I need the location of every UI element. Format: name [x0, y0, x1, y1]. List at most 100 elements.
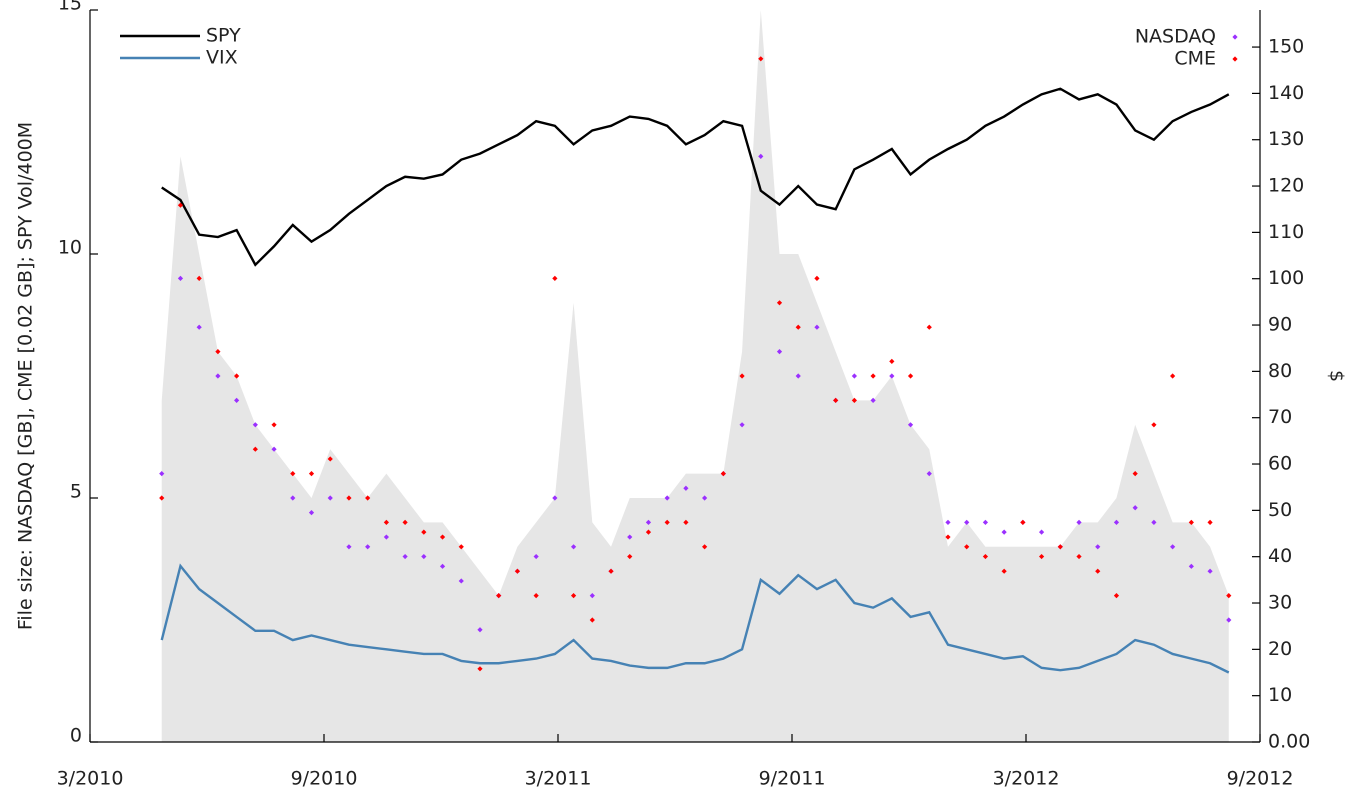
data-point	[159, 471, 165, 477]
data-point	[327, 495, 333, 501]
data-point	[252, 446, 258, 452]
data-point	[177, 202, 184, 208]
data-point	[346, 495, 352, 501]
data-point	[177, 275, 184, 281]
data-point	[870, 373, 876, 379]
data-point	[196, 324, 202, 330]
data-point	[1095, 568, 1101, 574]
data-point	[683, 485, 689, 491]
data-point	[533, 593, 539, 599]
data-point	[758, 56, 764, 62]
y2-tick-label: 70	[1268, 406, 1292, 428]
x-tick-label: 3/2010	[57, 768, 124, 790]
data-point	[926, 471, 932, 477]
y2-tick-label: 150	[1268, 36, 1304, 58]
data-point	[252, 422, 258, 428]
data-point	[889, 358, 895, 364]
data-point	[402, 553, 408, 560]
data-point	[889, 373, 895, 379]
y2-tick-label: 120	[1268, 175, 1304, 197]
data-point	[907, 422, 914, 428]
data-point	[982, 553, 989, 560]
data-point	[1113, 519, 1120, 525]
data-point	[1170, 373, 1176, 379]
y2-tick-label: 100	[1268, 267, 1304, 289]
y-tick-label: 15	[58, 0, 82, 15]
data-point	[702, 544, 708, 550]
data-point	[795, 373, 801, 379]
data-point	[1188, 519, 1194, 525]
data-point	[1020, 519, 1026, 525]
x-tick-label: 3/2011	[525, 768, 592, 790]
data-point	[533, 553, 539, 560]
data-point	[421, 553, 427, 560]
data-point	[964, 519, 970, 525]
data-point	[477, 627, 483, 633]
legend-marker	[1232, 56, 1238, 62]
data-point	[439, 534, 446, 540]
data-point	[308, 510, 315, 516]
data-point	[795, 324, 801, 330]
data-point	[1132, 471, 1138, 477]
data-point	[683, 519, 689, 525]
data-point	[926, 324, 932, 330]
data-point	[1207, 568, 1213, 574]
y-tick-label: 0	[70, 725, 82, 747]
data-point	[1038, 553, 1045, 560]
data-point	[290, 471, 296, 477]
data-point	[776, 349, 783, 355]
data-point	[1057, 544, 1063, 550]
data-point	[458, 544, 464, 550]
y2-tick-label: 140	[1268, 82, 1304, 104]
y2-tick-label: 60	[1268, 453, 1292, 475]
legend-label: SPY	[206, 25, 241, 47]
data-point	[1170, 544, 1176, 550]
legend-label: NASDAQ	[1135, 26, 1216, 48]
data-point	[514, 568, 521, 574]
data-point	[346, 544, 352, 550]
data-point	[271, 422, 277, 428]
data-point	[664, 495, 670, 501]
y2-tick-label: 50	[1268, 499, 1292, 521]
series-line	[160, 563, 1230, 674]
data-point	[1095, 544, 1101, 550]
data-point	[814, 275, 820, 281]
data-point	[402, 519, 408, 525]
y2-tick-label: 10	[1268, 684, 1292, 706]
data-point	[1207, 519, 1213, 525]
data-point	[271, 446, 277, 452]
x-tick-label: 9/2011	[759, 768, 826, 790]
data-point	[496, 593, 502, 599]
y2-tick-label: 80	[1268, 360, 1292, 382]
data-point	[215, 373, 221, 379]
y-axis-label: File size: NASDAQ [GB], CME [0.02 GB]; S…	[15, 122, 37, 630]
data-point	[1226, 593, 1232, 599]
data-point	[833, 397, 839, 403]
data-point	[627, 534, 633, 540]
data-point	[196, 275, 202, 281]
data-point	[739, 422, 745, 428]
data-point	[365, 495, 371, 501]
y2-tick-label: 110	[1268, 221, 1304, 243]
data-point	[1151, 422, 1157, 428]
data-point	[159, 495, 165, 501]
data-point	[645, 529, 652, 535]
data-point	[814, 324, 820, 330]
data-point	[1076, 553, 1082, 560]
data-point	[945, 534, 951, 540]
data-point	[1188, 563, 1194, 569]
x-tick-label: 3/2012	[993, 768, 1060, 790]
data-point	[552, 275, 558, 281]
legend-label: CME	[1174, 48, 1216, 70]
data-point	[290, 495, 296, 501]
y-tick-label: 5	[70, 481, 82, 503]
data-point	[308, 471, 315, 477]
data-point	[1038, 529, 1045, 535]
y2-tick-label: 20	[1268, 638, 1292, 660]
data-point	[439, 563, 446, 569]
data-point	[851, 397, 857, 403]
data-point	[477, 666, 483, 672]
legend-marker	[1232, 34, 1238, 40]
data-point	[964, 544, 970, 550]
y-tick-label: 10	[58, 237, 82, 259]
